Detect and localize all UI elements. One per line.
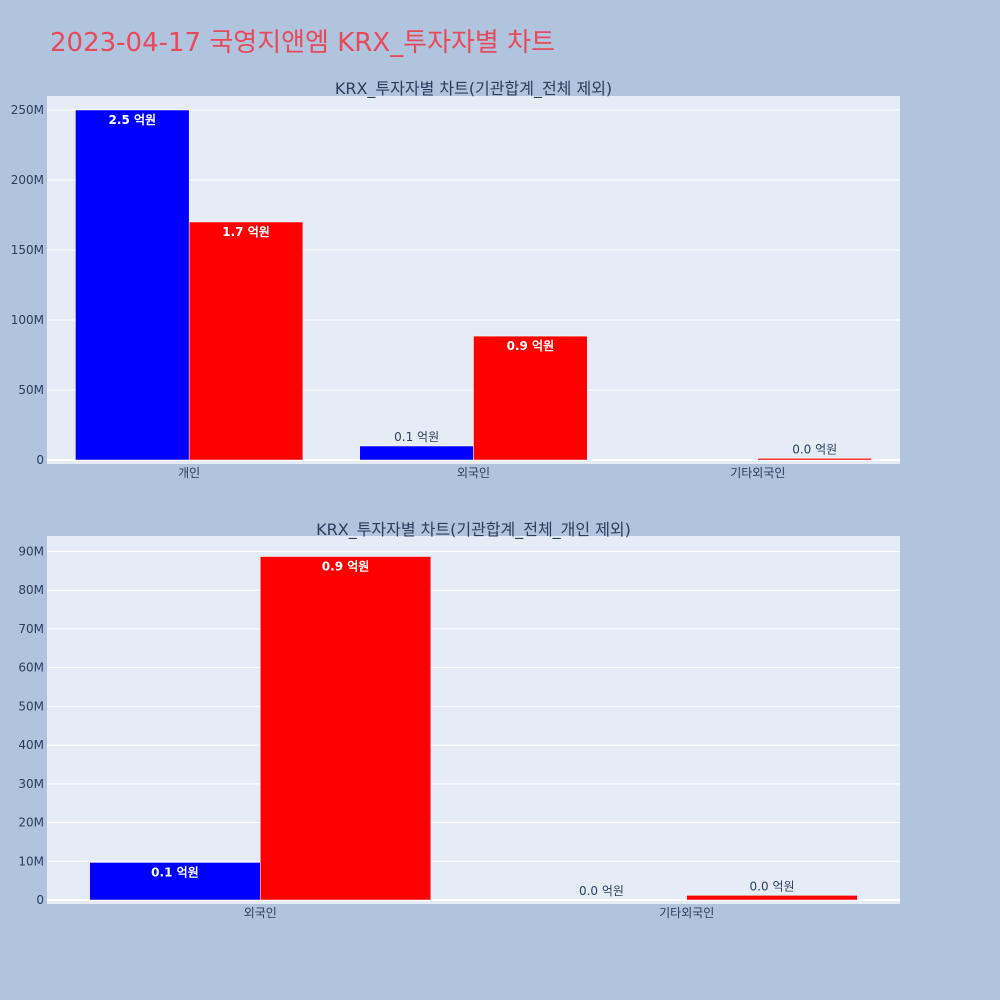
y-tick-label: 30M (18, 777, 44, 791)
y-tick-label: 70M (18, 622, 44, 636)
bar-data-label: 0.1 억원 (394, 430, 439, 444)
bar-data-label: 1.7 억원 (222, 225, 270, 239)
bar (188, 221, 304, 461)
y-tick-label: 200M (11, 173, 44, 187)
y-tick-label: 80M (18, 583, 44, 597)
x-tick-label: 외국인 (457, 466, 490, 480)
y-tick-label: 50M (18, 699, 44, 713)
chart-1: 0 50M 100M 150M 200M 250M KRX_투자자별 차트(기관합계_전체 … (11, 79, 900, 480)
y-tick-label: 10M (18, 854, 44, 868)
bar-data-label: 0.1 억원 (151, 865, 199, 879)
bar-data-label: 0.9 억원 (322, 560, 370, 574)
bar-data-label: 0.9 억원 (507, 339, 555, 353)
x-tick-label: 외국인 (244, 906, 277, 920)
chart-title: KRX_투자자별 차트(기관합계_전체 제외) (335, 79, 612, 99)
bar-data-label: 0.0 억원 (792, 442, 837, 456)
bar (757, 458, 872, 461)
bar-data-label: 0.0 억원 (750, 879, 795, 893)
y-tick-label: 0 (36, 893, 44, 907)
y-tick-label: 50M (18, 383, 44, 397)
bar-data-label: 2.5 억원 (109, 113, 157, 127)
x-tick-label: 개인 (178, 466, 200, 480)
chart-title: KRX_투자자별 차트(기관합계_전체_개인 제외) (316, 520, 631, 540)
page-title: 2023-04-17 국영지앤엠 KRX_투자자별 차트 (50, 28, 555, 58)
y-tick-label: 0 (36, 453, 44, 467)
y-tick-label: 90M (18, 544, 44, 558)
y-tick-label: 250M (11, 103, 44, 117)
bar (260, 556, 432, 901)
bar (89, 862, 261, 901)
y-tick-label: 40M (18, 738, 44, 752)
x-tick-label: 기타외국인 (659, 906, 714, 920)
chart-2: 0 10M 20M 30M 40M 50M 60M 70M 80M 90M KRX_투자자별 차트(… (18, 520, 900, 920)
x-tick-label: 기타외국인 (730, 466, 785, 480)
y-tick-label: 150M (11, 243, 44, 257)
bar (75, 109, 190, 461)
y-tick-label: 60M (18, 661, 44, 675)
plot-area (47, 536, 900, 904)
y-tick-label: 100M (11, 313, 44, 327)
bar-data-label: 0.0 억원 (579, 884, 624, 898)
y-tick-label: 20M (18, 816, 44, 830)
bar (686, 895, 858, 901)
bar (473, 335, 588, 461)
bar (359, 445, 474, 461)
